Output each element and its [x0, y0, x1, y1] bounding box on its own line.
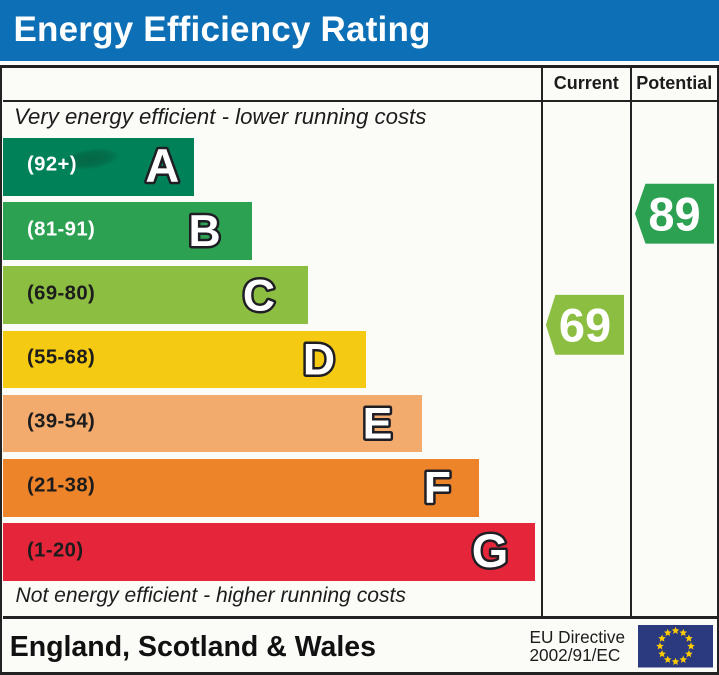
svg-text:D: D [303, 336, 335, 385]
svg-text:C: C [243, 271, 275, 320]
svg-text:F: F [424, 464, 451, 513]
svg-text:G: G [472, 524, 509, 577]
svg-text:E: E [363, 400, 393, 449]
svg-text:A: A [145, 139, 179, 192]
svg-text:B: B [189, 207, 221, 256]
